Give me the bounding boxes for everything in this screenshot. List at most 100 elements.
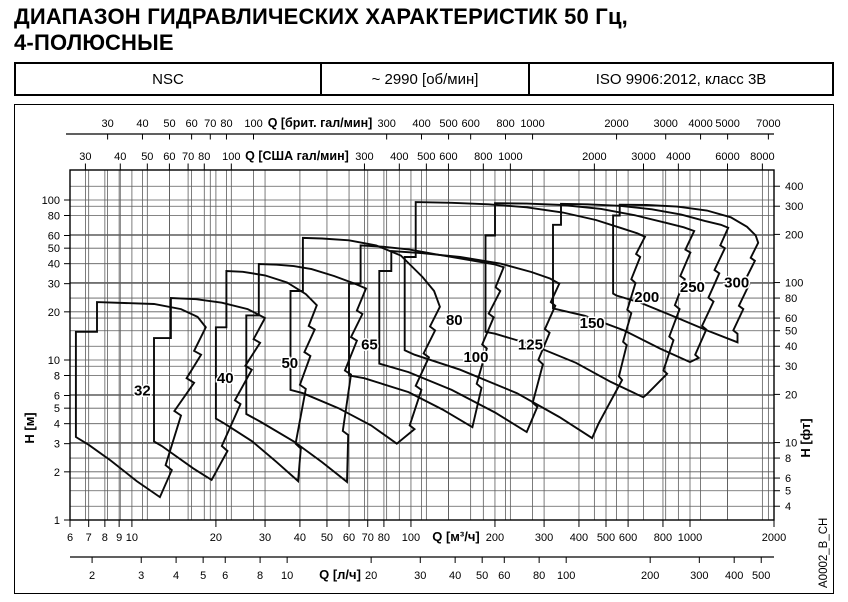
axis-usa-gpm [84,163,763,170]
h-m-tick-label: 10 [48,355,60,367]
h-m-tick-label: 30 [48,279,60,291]
axis-label-h-ft: H [фт] [798,418,813,457]
m3h-tick-label: 7 [86,532,92,544]
ls-tick-label: 40 [449,570,461,582]
axis-m3h [69,520,775,527]
envelope-65 [245,263,368,484]
brit-tick-label: 40 [136,118,148,130]
axis-label-h-m: H [м] [22,412,37,443]
m3h-tick-label: 50 [321,532,333,544]
m3h-tick-label: 30 [259,532,271,544]
m3h-tick-label: 2000 [762,532,786,544]
ls-tick-label: 20 [365,570,377,582]
m3h-tick-label: 10 [126,532,138,544]
envelope-200 [484,202,696,399]
m3h-tick-label: 500 [597,532,615,544]
h-m-tick-label: 80 [48,211,60,223]
brit-tick-label: 600 [461,118,479,130]
brit-tick-label: 800 [496,118,514,130]
envelope-label-300: 300 [724,275,749,292]
m3h-tick-label: 100 [402,532,420,544]
page-title-line1: ДИАПАЗОН ГИДРАВЛИЧЕСКИХ ХАРАКТЕРИСТИК 50… [14,4,628,29]
axis-h-m [64,199,70,521]
h-m-tick-label: 50 [48,243,60,255]
h-ft-tick-label: 200 [785,229,803,241]
envelope-250 [552,202,730,364]
envelope-100 [348,244,505,429]
brit-tick-label: 7000 [756,118,780,130]
axis-brit-gpm [66,133,774,140]
header-table: NSC ~ 2990 [об/мин] ISO 9906:2012, класс… [14,62,834,96]
envelope-150 [403,201,647,440]
brit-tick-label: 4000 [688,118,712,130]
h-ft-tick-label: 300 [785,201,803,213]
brit-tick-label: 1000 [520,118,544,130]
m3h-tick-label: 800 [654,532,672,544]
ls-tick-label: 4 [173,570,179,582]
ls-tick-label: 200 [641,570,659,582]
ls-tick-label: 500 [752,570,770,582]
m3h-tick-label: 9 [116,532,122,544]
plot-border [69,169,775,521]
envelope-125 [378,249,561,434]
axis-label-usa: Q [США гал/мин] [245,149,349,163]
usa-tick-label: 50 [141,151,153,163]
envelope-80 [289,236,441,445]
envelope-label-40: 40 [217,370,234,387]
brit-tick-label: 50 [163,118,175,130]
brit-tick-label: 2000 [604,118,628,130]
axis-label-brit: Q [брит. гал/мин] [268,116,373,130]
usa-tick-label: 3000 [631,151,655,163]
h-m-tick-label: 3 [54,439,60,451]
usa-tick-label: 80 [198,151,210,163]
usa-tick-label: 6000 [715,151,739,163]
ls-tick-label: 50 [476,570,488,582]
header-cell-series: NSC [16,64,322,94]
usa-tick-label: 2000 [582,151,606,163]
h-ft-tick-label: 80 [785,293,797,305]
m3h-tick-label: 40 [294,532,306,544]
ls-tick-label: 100 [557,570,575,582]
m3h-tick-label: 8 [102,532,108,544]
brit-tick-label: 500 [439,118,457,130]
ls-tick-label: 3 [138,570,144,582]
brit-tick-label: 70 [204,118,216,130]
h-m-tick-label: 100 [42,195,60,207]
grid-lines [69,170,775,521]
h-ft-tick-label: 4 [785,501,791,513]
page-title: ДИАПАЗОН ГИДРАВЛИЧЕСКИХ ХАРАКТЕРИСТИК 50… [14,4,628,56]
chart-frame [14,104,834,594]
envelope-label-80: 80 [446,312,463,329]
brit-tick-label: 30 [101,118,113,130]
h-m-tick-label: 6 [54,390,60,402]
ls-tick-label: 60 [498,570,510,582]
axis-label-m3h: Q [м³/ч] [432,529,480,544]
ls-tick-label: 6 [222,570,228,582]
h-m-tick-label: 40 [48,259,60,271]
brit-tick-label: 5000 [715,118,739,130]
h-m-tick-label: 2 [54,467,60,479]
m3h-tick-label: 60 [343,532,355,544]
m3h-tick-label: 20 [210,532,222,544]
h-ft-tick-label: 40 [785,341,797,353]
brit-tick-label: 100 [244,118,262,130]
pump-envelopes [74,201,760,499]
envelope-label-125: 125 [518,337,543,354]
ls-tick-label: 300 [690,570,708,582]
ls-tick-label: 10 [281,570,293,582]
ls-tick-label: 8 [257,570,263,582]
envelope-label-100: 100 [463,349,488,366]
usa-tick-label: 8000 [750,151,774,163]
h-ft-tick-label: 60 [785,313,797,325]
m3h-tick-label: 200 [486,532,504,544]
h-ft-tick-label: 400 [785,181,803,193]
envelope-label-32: 32 [134,382,151,399]
m3h-tick-label: 1000 [678,532,702,544]
usa-tick-label: 4000 [666,151,690,163]
h-ft-tick-label: 8 [785,453,791,465]
m3h-tick-label: 70 [362,532,374,544]
brit-tick-label: 80 [220,118,232,130]
ls-tick-label: 400 [725,570,743,582]
header-cell-standard: ISO 9906:2012, класс 3В [595,70,767,88]
